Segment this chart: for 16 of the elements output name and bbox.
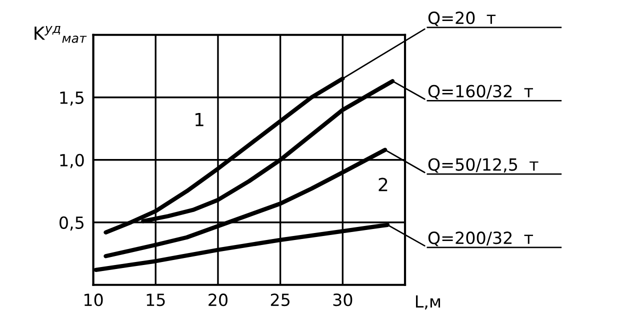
legend-label: Q=160/32 т xyxy=(428,84,534,100)
text: Q=20 т xyxy=(428,12,496,26)
annotation: 1 xyxy=(196,112,204,126)
y-tick-label: 1,0 xyxy=(60,154,84,168)
annotation: 2 xyxy=(378,178,388,192)
x-tick-label: 30 xyxy=(333,294,352,306)
x-tick-label: 15 xyxy=(146,294,165,306)
x-tick-label: 10 xyxy=(84,294,103,306)
legend-label: Q=50/12,5 т xyxy=(428,158,538,173)
y-axis-title: K$^{уд}$$_{мат}$ xyxy=(34,26,87,43)
y-tick-label: 0,5 xyxy=(60,216,84,231)
x-axis-title: L,м xyxy=(416,295,440,310)
x-tick-label: 20 xyxy=(208,294,228,306)
x-tick-label: 25 xyxy=(270,294,290,306)
legend-label: Q=200/32 т xyxy=(428,232,534,246)
y-tick-label: 1,5 xyxy=(60,92,84,106)
